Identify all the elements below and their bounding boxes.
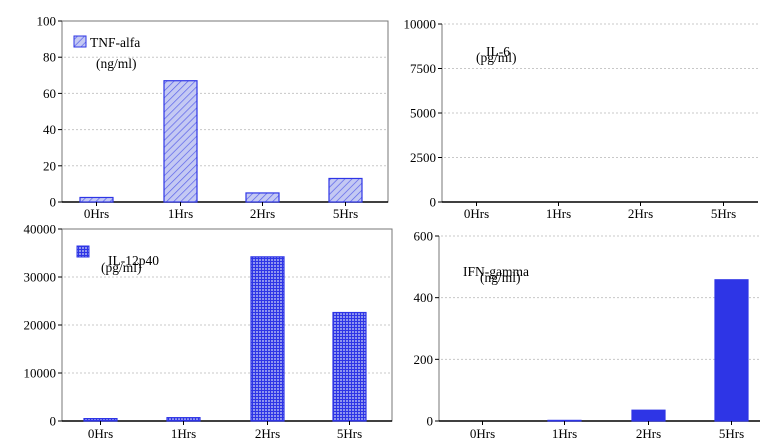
x-tick-label: 1Hrs <box>168 206 193 221</box>
bar-0Hrs <box>79 196 114 203</box>
bar-5Hrs <box>714 279 749 422</box>
chart-panel-4: 0 200 400 600 0Hrs 1Hrs 2Hrs 5Hrs IFN-gamma(ng/m… <box>414 229 760 441</box>
chart-panel-2: 0 2500 5000 7500 10000 0Hrs 1Hrs 2Hrs 5Hrs IL-6(p… <box>404 17 758 221</box>
x-tick-label: 0Hrs <box>84 206 109 221</box>
bar-1Hrs <box>166 417 201 422</box>
x-tick-label: 5Hrs <box>711 206 736 221</box>
y-tick-label: 0 <box>50 195 57 210</box>
x-tick-label: 1Hrs <box>552 426 577 441</box>
x-tick-label: 5Hrs <box>719 426 744 441</box>
legend-label: IL-12p40 <box>108 253 159 268</box>
legend-unit: (ng/ml) <box>96 56 137 71</box>
legend-unit: (pg/ml) <box>476 50 517 65</box>
legend-label: IFN-gamma <box>463 264 529 279</box>
y-tick-label: 0 <box>50 414 57 429</box>
bar-1Hrs <box>547 419 582 422</box>
bar-0Hrs <box>83 418 118 422</box>
x-tick-label: 2Hrs <box>250 206 275 221</box>
bar-5Hrs <box>332 311 367 422</box>
y-tick-label: 7500 <box>410 61 436 76</box>
y-tick-label: 0 <box>427 414 434 429</box>
y-tick-label: 10000 <box>24 366 57 381</box>
y-tick-label: 60 <box>43 86 56 101</box>
y-tick-label: 0 <box>430 195 437 210</box>
legend-label: TNF-alfa <box>90 35 140 50</box>
bar-1Hrs <box>163 80 198 203</box>
y-tick-label: 20000 <box>24 318 57 333</box>
bar-5Hrs <box>328 177 363 203</box>
x-tick-label: 5Hrs <box>333 206 358 221</box>
x-tick-label: 2Hrs <box>628 206 653 221</box>
x-tick-label: 2Hrs <box>255 426 280 441</box>
y-tick-label: 40000 <box>24 222 57 237</box>
x-tick-label: 1Hrs <box>546 206 571 221</box>
legend-unit: (pg/ml) <box>101 260 142 275</box>
y-tick-label: 5000 <box>410 106 436 121</box>
y-tick-label: 10000 <box>404 17 437 32</box>
x-tick-label: 0Hrs <box>88 426 113 441</box>
y-tick-label: 2500 <box>410 150 436 165</box>
y-tick-label: 400 <box>414 290 434 305</box>
y-tick-label: 100 <box>37 14 57 29</box>
y-tick-label: 30000 <box>24 270 57 285</box>
y-tick-label: 200 <box>414 352 434 367</box>
y-tick-label: 40 <box>43 122 56 137</box>
bar-2Hrs <box>250 256 285 422</box>
legend-swatch <box>76 245 90 258</box>
x-tick-label: 0Hrs <box>470 426 495 441</box>
x-tick-label: 2Hrs <box>636 426 661 441</box>
y-tick-label: 80 <box>43 50 56 65</box>
bar-2Hrs <box>631 409 666 422</box>
x-tick-label: 0Hrs <box>464 206 489 221</box>
x-tick-label: 1Hrs <box>171 426 196 441</box>
x-tick-label: 5Hrs <box>337 426 362 441</box>
chart-panel-1: 0 20 40 60 80 100 0Hrs 1Hrs 2Hrs 5Hrs TNF-alfa (ng/… <box>37 14 389 221</box>
legend-swatch <box>73 35 87 48</box>
legend-unit: (ng/ml) <box>480 270 521 285</box>
bar-2Hrs <box>245 192 280 203</box>
y-tick-label: 20 <box>43 158 56 173</box>
y-tick-label: 600 <box>414 229 434 244</box>
chart-panel-3: 0 10000 20000 30000 40000 0Hrs 1Hrs 2Hrs 5Hrs IL-… <box>24 222 393 441</box>
legend-label: IL-6 <box>486 44 510 59</box>
